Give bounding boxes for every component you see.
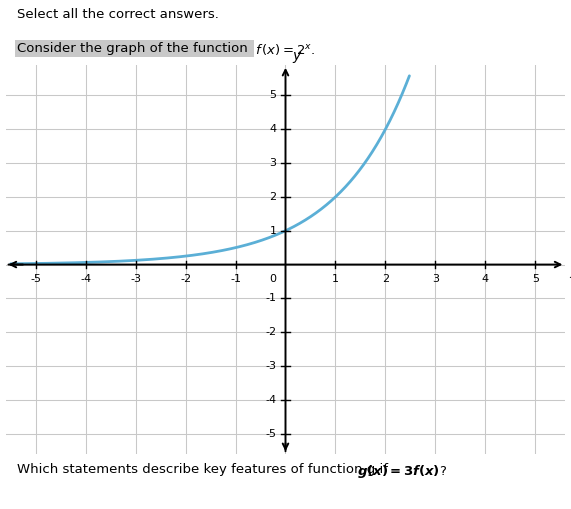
Text: 5: 5 bbox=[270, 91, 276, 100]
Text: 1: 1 bbox=[270, 225, 276, 236]
Text: 2: 2 bbox=[382, 274, 389, 284]
Text: Select all the correct answers.: Select all the correct answers. bbox=[17, 8, 219, 21]
Text: 2: 2 bbox=[270, 192, 276, 202]
Text: 3: 3 bbox=[270, 158, 276, 168]
Text: 5: 5 bbox=[532, 274, 539, 284]
Text: -2: -2 bbox=[180, 274, 191, 284]
Text: $\it{f}$$\,(x) = 2^x$.: $\it{f}$$\,(x) = 2^x$. bbox=[255, 42, 315, 57]
Text: Consider the graph of the function: Consider the graph of the function bbox=[17, 42, 252, 55]
Text: -4: -4 bbox=[266, 395, 276, 405]
Text: -5: -5 bbox=[30, 274, 41, 284]
Text: y: y bbox=[292, 49, 300, 63]
Text: -3: -3 bbox=[130, 274, 141, 284]
Text: 4: 4 bbox=[270, 124, 276, 134]
Text: $\boldsymbol{g(x) = 3f(x)}$?: $\boldsymbol{g(x) = 3f(x)}$? bbox=[357, 463, 447, 480]
Text: -5: -5 bbox=[266, 429, 276, 439]
Text: -4: -4 bbox=[80, 274, 91, 284]
Text: Which statements describe key features of function g if: Which statements describe key features o… bbox=[17, 463, 392, 476]
Text: 1: 1 bbox=[332, 274, 339, 284]
Text: 0: 0 bbox=[270, 274, 276, 284]
Text: -2: -2 bbox=[266, 327, 276, 337]
Text: 3: 3 bbox=[432, 274, 439, 284]
Text: x: x bbox=[569, 267, 571, 281]
Text: 4: 4 bbox=[482, 274, 489, 284]
Text: -3: -3 bbox=[266, 361, 276, 371]
Text: -1: -1 bbox=[266, 293, 276, 303]
Text: -1: -1 bbox=[230, 274, 241, 284]
